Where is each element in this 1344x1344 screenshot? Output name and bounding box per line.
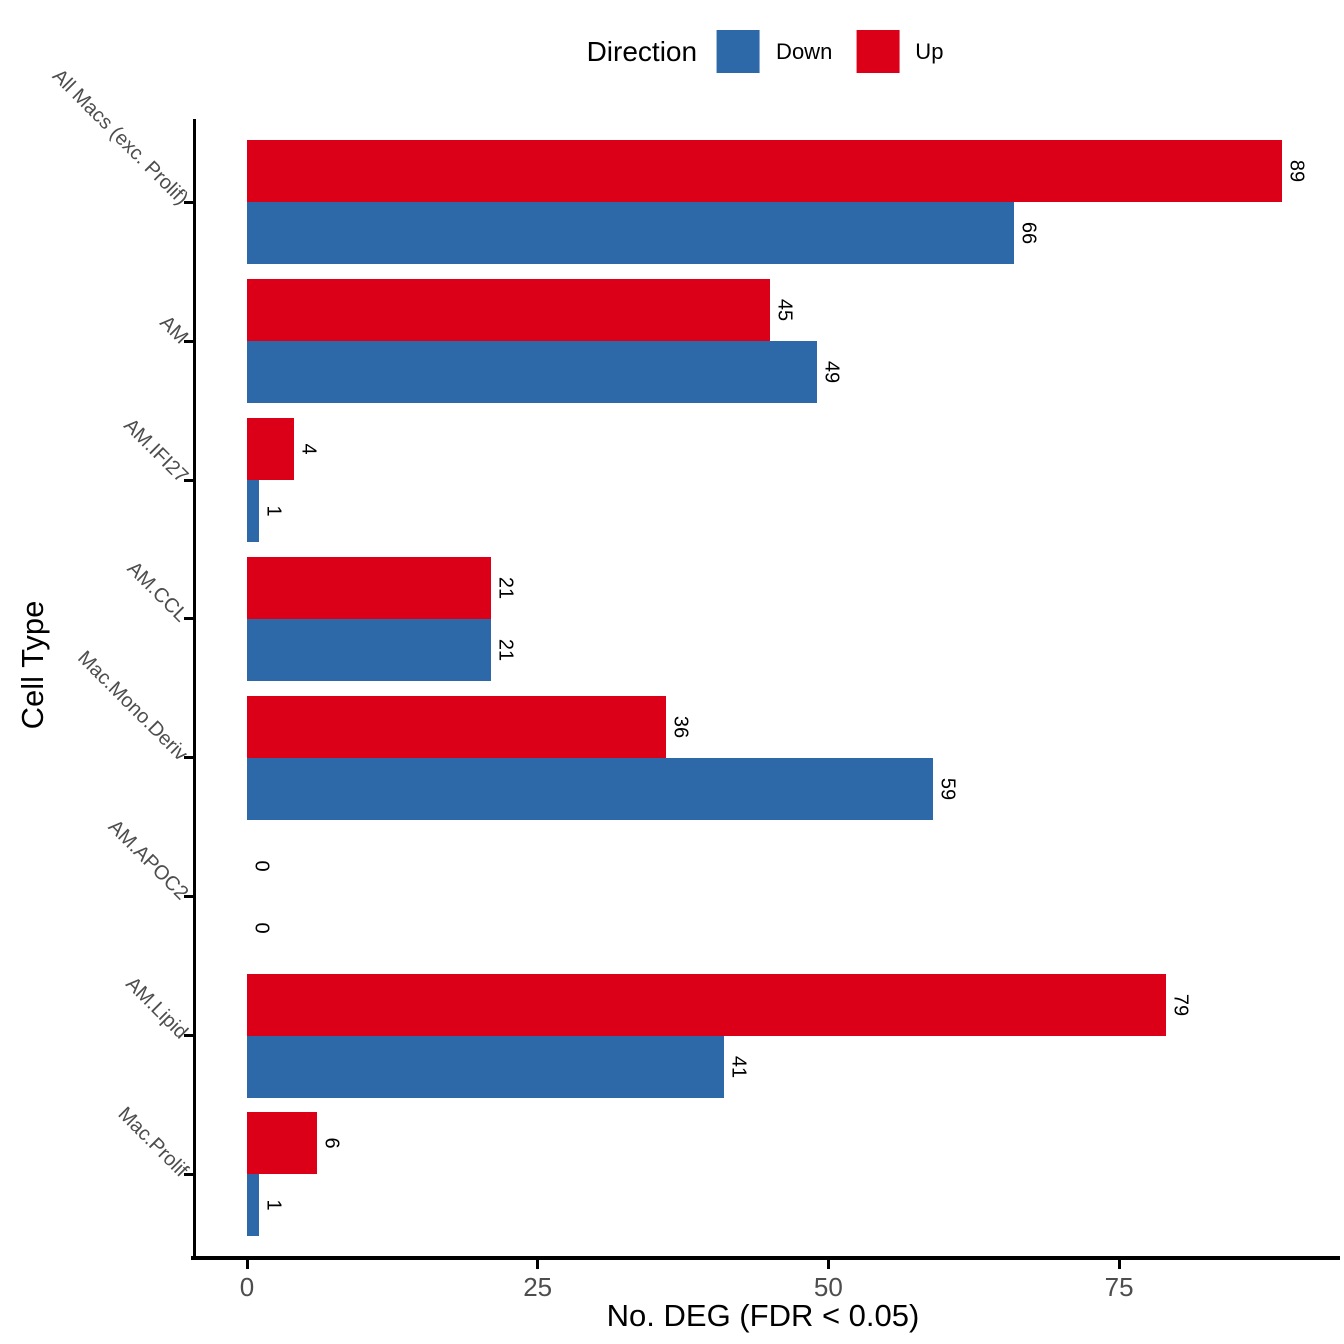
up-bar: [247, 695, 666, 758]
down-bar: [247, 618, 492, 681]
y-tick-label: AM.APOC2: [103, 815, 193, 905]
y-tick-label: All Macs (exc. Prolif): [47, 65, 193, 210]
x-axis-title: No. DEG (FDR < 0.05): [606, 1298, 920, 1333]
down-bar: [247, 202, 1015, 265]
y-tick: [184, 1172, 193, 1176]
legend-title: Direction: [586, 35, 698, 67]
y-tick-label: AM.CCL: [123, 557, 193, 627]
y-tick-label: Mac.Prolif: [113, 1103, 193, 1182]
legend-item-down: Down: [717, 30, 832, 73]
x-tick-label: 0: [239, 1272, 255, 1302]
down-bar: [247, 1035, 724, 1098]
bar-value-label: 66: [1017, 222, 1040, 245]
down-bar: [247, 480, 259, 543]
x-tick: [536, 1260, 540, 1269]
bar-value-label: 59: [936, 777, 959, 800]
x-tick-label: 50: [813, 1272, 843, 1302]
up-bar: [247, 973, 1166, 1036]
down-swatch-icon: [717, 30, 761, 73]
bar-value-label: 79: [1169, 993, 1192, 1016]
y-tick: [184, 756, 193, 760]
y-axis-title: Cell Type: [15, 600, 50, 730]
legend-item-up: Up: [856, 30, 943, 73]
bar-value-label: 6: [320, 1137, 343, 1149]
y-tick-label: AM.IFI27: [119, 414, 193, 488]
legend-label-up: Up: [915, 38, 944, 64]
up-bar: [247, 1112, 317, 1175]
up-bar: [247, 556, 492, 619]
y-tick-label: Mac.Mono.Deriv: [73, 646, 193, 766]
y-tick-label: AM: [155, 311, 193, 349]
x-tick: [1117, 1260, 1121, 1269]
bar-value-label: 4: [297, 443, 319, 455]
bar-value-label: 49: [820, 361, 843, 384]
legend-label-down: Down: [776, 38, 833, 64]
bar-value-label: 41: [727, 1055, 750, 1078]
x-tick-label: 75: [1104, 1272, 1134, 1302]
down-bar: [247, 1174, 259, 1237]
y-tick: [184, 617, 193, 621]
y-tick-label: AM.Lipid: [121, 972, 193, 1043]
bar-value-label: 0: [250, 860, 273, 872]
y-tick: [184, 478, 193, 482]
up-bar: [247, 418, 294, 481]
bar-value-label: 1: [262, 1199, 285, 1211]
bar-value-label: 1: [262, 505, 285, 517]
bar-value-label: 89: [1285, 160, 1308, 183]
y-axis-line: [193, 119, 196, 1260]
x-tick-label: 25: [523, 1272, 553, 1302]
bar-value-label: 21: [494, 638, 517, 662]
legend: Direction Down Up: [586, 30, 943, 73]
x-tick: [245, 1260, 249, 1269]
up-bar: [247, 140, 1282, 203]
down-bar: [247, 341, 817, 404]
x-axis-line: [191, 1256, 1340, 1260]
x-tick: [826, 1260, 830, 1269]
bar-value-label: 21: [494, 576, 517, 600]
bar-value-label: 36: [669, 715, 692, 738]
up-swatch-icon: [856, 30, 900, 73]
down-bar: [247, 757, 934, 820]
bar-value-label: 45: [773, 299, 796, 322]
y-tick: [184, 339, 193, 343]
y-tick: [184, 1034, 193, 1038]
y-tick: [184, 200, 193, 204]
y-tick: [184, 895, 193, 899]
up-bar: [247, 279, 771, 342]
bar-value-label: 0: [250, 922, 273, 934]
